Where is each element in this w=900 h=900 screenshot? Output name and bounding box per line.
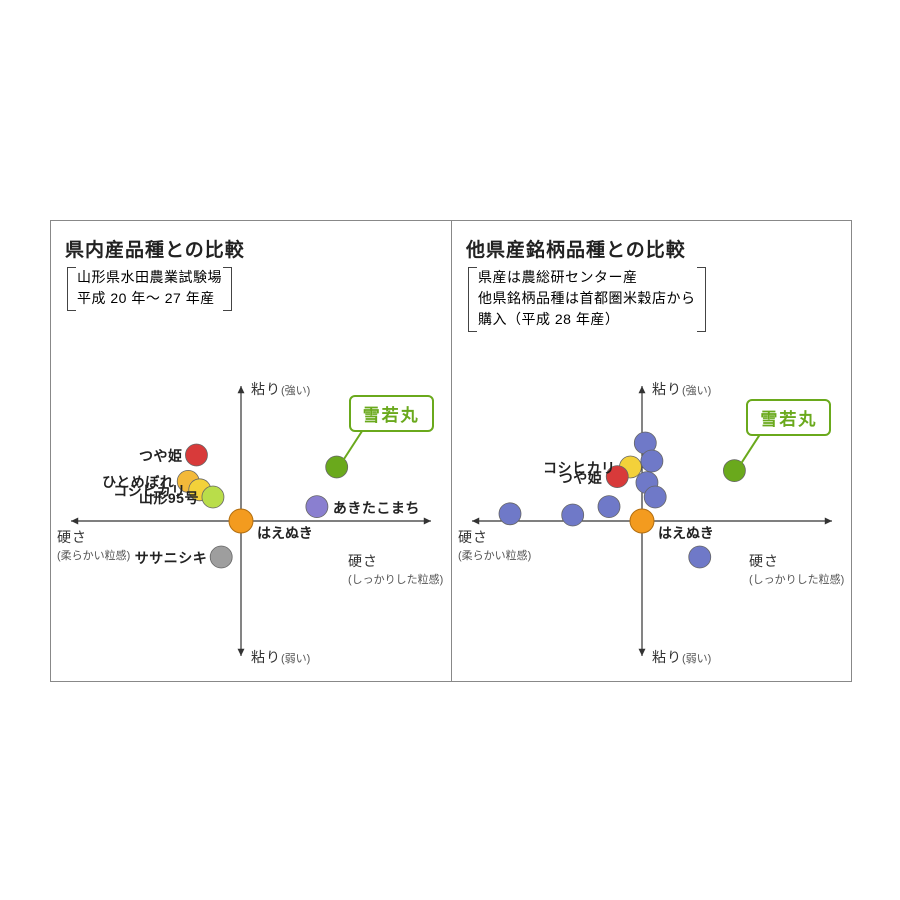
origin-point bbox=[630, 509, 654, 533]
origin-label: はえぬき bbox=[257, 523, 313, 543]
point-label-yamagata95: 山形95号 bbox=[139, 488, 199, 508]
data-point-b7 bbox=[499, 503, 521, 525]
axis-x-left: 硬さ(柔らかい粒感) bbox=[57, 527, 130, 563]
axis-x-left: 硬さ(柔らかい粒感) bbox=[458, 527, 531, 563]
data-point-b4 bbox=[644, 486, 666, 508]
origin-label: はえぬき bbox=[658, 523, 714, 543]
data-point-b8 bbox=[689, 546, 711, 568]
point-label-tsuyahime: つや姫 bbox=[559, 468, 603, 488]
callout-label: 雪若丸 bbox=[746, 399, 831, 436]
axis-x-right: 硬さ(しっかりした粒感) bbox=[749, 551, 844, 587]
chart-svg bbox=[51, 221, 451, 681]
data-point-b5 bbox=[598, 496, 620, 518]
axis-y-top: 粘り(強い) bbox=[251, 379, 310, 399]
panel-left: 県内産品種との比較山形県水田農業試験場平成 20 年〜 27 年産粘り(強い)粘… bbox=[51, 221, 451, 681]
callout: 雪若丸 bbox=[349, 395, 434, 432]
origin-point bbox=[229, 509, 253, 533]
data-point-b6 bbox=[562, 504, 584, 526]
data-point-yamagata95 bbox=[202, 486, 224, 508]
axis-y-top: 粘り(強い) bbox=[652, 379, 711, 399]
figure: 県内産品種との比較山形県水田農業試験場平成 20 年〜 27 年産粘り(強い)粘… bbox=[0, 0, 900, 900]
panel-right: 他県産銘柄品種との比較県産は農総研センター産他県銘柄品種は首都圏米穀店から購入（… bbox=[451, 221, 851, 681]
callout: 雪若丸 bbox=[746, 399, 831, 436]
axis-x-right: 硬さ(しっかりした粒感) bbox=[348, 551, 443, 587]
data-point-sasanishiki bbox=[210, 546, 232, 568]
axis-y-bottom: 粘り(弱い) bbox=[652, 647, 711, 667]
chart-svg bbox=[452, 221, 852, 681]
point-label-akitakomachi: あきたこまち bbox=[333, 498, 420, 518]
point-label-tsuyahime: つや姫 bbox=[139, 446, 183, 466]
point-label-sasanishiki: ササニシキ bbox=[135, 548, 208, 568]
panels-container: 県内産品種との比較山形県水田農業試験場平成 20 年〜 27 年産粘り(強い)粘… bbox=[50, 220, 852, 682]
axis-y-bottom: 粘り(弱い) bbox=[251, 647, 310, 667]
data-point-tsuyahime bbox=[185, 444, 207, 466]
data-point-b2 bbox=[641, 450, 663, 472]
callout-label: 雪若丸 bbox=[349, 395, 434, 432]
data-point-akitakomachi bbox=[306, 496, 328, 518]
